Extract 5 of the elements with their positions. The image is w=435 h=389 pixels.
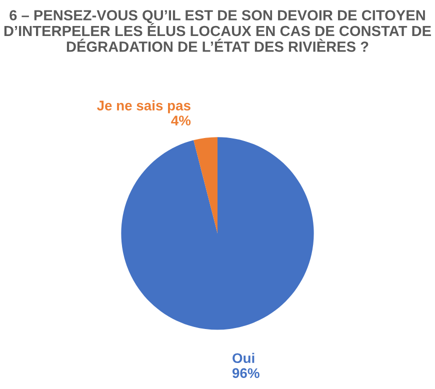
chart-title: 6 – PENSEZ-VOUS QU’IL EST DE SON DEVOIR DE CITOYEN D’INTERPELER LES ÉLUS LOCAUX EN CAS DE CONSTAT DE DÉGRADATION DE L’ÉTAT DES RIVIÈRES ?	[4, 10, 431, 52]
data-label: 96%	[232, 368, 260, 378]
slice-label: Je ne sais pas	[97, 100, 190, 114]
slice-label: Oui	[232, 352, 254, 364]
data-label: 4%	[171, 116, 191, 126]
